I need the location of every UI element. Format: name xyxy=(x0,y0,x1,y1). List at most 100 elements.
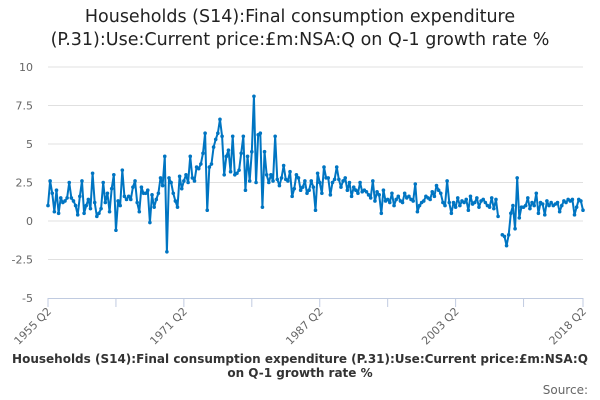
data-point xyxy=(124,197,129,202)
data-point xyxy=(226,148,231,152)
data-point xyxy=(116,199,120,203)
y-tick-label: -5 xyxy=(22,292,33,305)
data-point xyxy=(455,196,460,200)
data-point xyxy=(303,179,307,183)
data-point xyxy=(294,173,299,177)
data-point xyxy=(388,200,392,205)
data-point xyxy=(80,179,84,183)
data-point xyxy=(281,163,286,168)
data-point xyxy=(290,194,294,199)
data-point xyxy=(286,179,290,183)
data-point xyxy=(421,199,426,203)
data-point xyxy=(453,205,458,209)
data-point xyxy=(441,200,445,205)
data-point xyxy=(114,228,118,233)
data-point xyxy=(86,197,91,202)
data-point xyxy=(540,202,545,206)
data-point xyxy=(165,250,169,254)
data-point xyxy=(112,173,116,177)
data-point xyxy=(65,196,69,200)
data-point xyxy=(160,183,165,188)
data-point xyxy=(228,169,233,174)
data-point xyxy=(266,180,271,185)
data-point xyxy=(288,169,292,174)
data-point xyxy=(475,196,479,200)
data-point xyxy=(207,165,212,169)
data-point xyxy=(542,213,547,217)
data-point xyxy=(241,134,246,139)
data-point xyxy=(148,220,152,225)
data-point xyxy=(534,191,539,196)
data-point xyxy=(579,199,583,203)
data-point xyxy=(347,180,352,185)
data-point xyxy=(496,214,500,219)
data-point xyxy=(339,185,343,189)
data-point xyxy=(494,197,498,202)
source-label: Source: xyxy=(542,383,588,397)
data-point xyxy=(84,203,89,208)
data-point xyxy=(345,188,350,192)
data-point xyxy=(328,193,333,197)
data-point xyxy=(315,171,320,176)
y-tick-label: -2.5 xyxy=(12,254,33,267)
data-point xyxy=(438,191,443,196)
data-point xyxy=(506,233,511,237)
data-point xyxy=(152,205,156,209)
data-point xyxy=(523,203,528,208)
data-point xyxy=(373,199,377,203)
data-point xyxy=(107,209,112,214)
data-point xyxy=(385,197,390,202)
data-point xyxy=(309,179,314,183)
data-point xyxy=(269,173,273,177)
data-point xyxy=(224,154,229,159)
data-point xyxy=(447,200,452,205)
data-point xyxy=(63,199,67,203)
data-point xyxy=(332,177,337,182)
data-point xyxy=(390,191,394,196)
data-point xyxy=(292,186,297,191)
data-point xyxy=(536,211,541,216)
data-point xyxy=(517,216,522,220)
data-point xyxy=(400,200,405,205)
data-point xyxy=(175,205,180,209)
data-point xyxy=(443,203,447,208)
data-point xyxy=(137,209,142,214)
x-tick-label: 1971 Q2 xyxy=(147,305,190,348)
data-point xyxy=(296,176,301,180)
data-point xyxy=(71,199,76,203)
data-point xyxy=(458,203,462,208)
data-point xyxy=(530,200,534,205)
data-point xyxy=(368,196,373,200)
data-point xyxy=(145,188,150,192)
data-point xyxy=(349,194,354,199)
data-point xyxy=(213,137,218,142)
data-point xyxy=(192,179,197,183)
data-point xyxy=(275,177,280,182)
data-point xyxy=(46,203,50,208)
data-point xyxy=(532,203,536,208)
series-line xyxy=(47,95,584,253)
data-point xyxy=(82,211,86,216)
data-point xyxy=(135,200,139,205)
data-point xyxy=(354,188,358,192)
data-point xyxy=(559,203,564,208)
data-point xyxy=(250,149,254,154)
data-point xyxy=(509,211,513,216)
data-point xyxy=(477,205,481,209)
legend-series-label[interactable]: Households (S14):Final consumption expen… xyxy=(12,352,588,380)
data-point xyxy=(78,194,82,199)
data-point xyxy=(432,194,437,199)
chart-title: Households (S14):Final consumption expen… xyxy=(0,6,600,52)
data-point xyxy=(150,193,154,197)
data-point xyxy=(337,177,341,182)
data-point xyxy=(54,188,59,192)
data-point xyxy=(489,196,494,200)
data-point xyxy=(95,214,99,219)
data-point xyxy=(58,196,63,200)
data-point xyxy=(105,191,110,196)
data-point xyxy=(466,208,471,213)
data-point xyxy=(279,176,284,180)
data-point xyxy=(549,200,553,205)
data-point xyxy=(277,183,282,188)
data-point xyxy=(436,188,441,192)
